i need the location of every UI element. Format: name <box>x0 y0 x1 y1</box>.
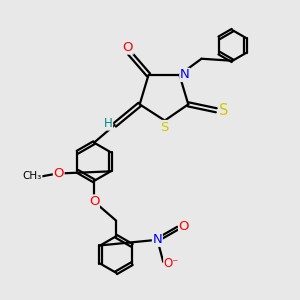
Text: O⁻: O⁻ <box>164 257 179 270</box>
Text: N: N <box>180 68 190 81</box>
Text: N: N <box>152 233 162 246</box>
Text: CH₃: CH₃ <box>22 172 42 182</box>
Text: O: O <box>53 167 64 180</box>
Text: H: H <box>104 117 112 130</box>
Text: S: S <box>219 103 228 118</box>
Text: S: S <box>160 121 168 134</box>
Text: O: O <box>89 195 99 208</box>
Text: methoxy: methoxy <box>35 176 41 177</box>
Text: O: O <box>178 220 189 233</box>
Text: O: O <box>123 41 133 54</box>
